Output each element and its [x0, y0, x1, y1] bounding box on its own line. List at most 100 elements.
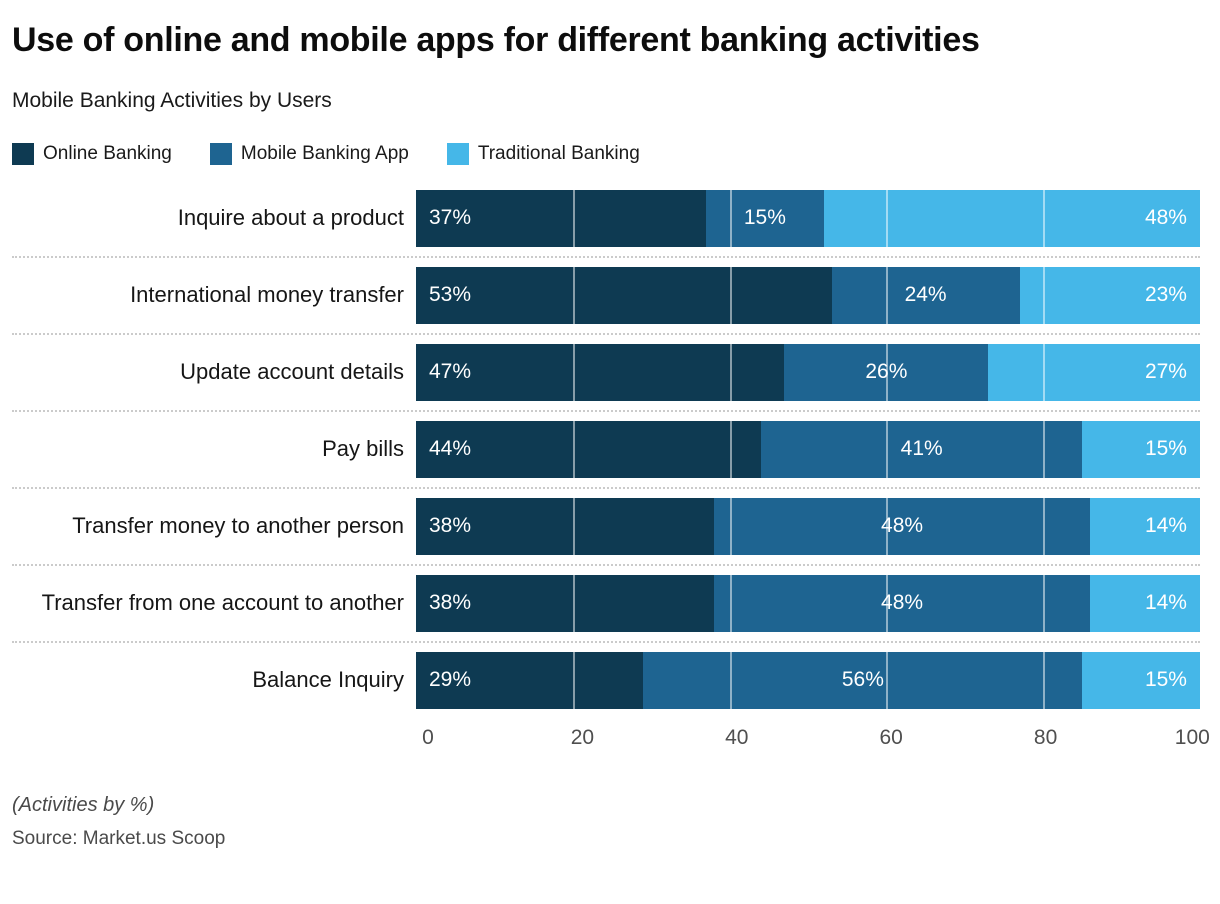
source-credit: Source: Market.us Scoop	[12, 827, 226, 849]
gridline	[886, 420, 889, 478]
bar-value-label: 14%	[1144, 514, 1187, 538]
category-label: Balance Inquiry	[252, 667, 404, 693]
stacked-bar: 44% 41% 15%	[416, 420, 1200, 478]
bar-segment: 38%	[416, 497, 714, 555]
bar-segment: 29%	[416, 651, 644, 709]
bar-segment: 27%	[988, 343, 1200, 401]
category-label: Update account details	[180, 359, 404, 385]
legend-label: Mobile Banking App	[240, 142, 409, 164]
bar-chart: Inquire about a product 37% 15% 48% Internat…	[12, 181, 1200, 718]
stacked-bar: 37% 15% 48%	[416, 189, 1200, 247]
bar-segment: 48%	[713, 497, 1091, 555]
bar-segment: 56%	[643, 651, 1083, 709]
legend-label: Traditional Banking	[477, 142, 640, 164]
gridline	[572, 343, 575, 401]
bar-segment: 14%	[1090, 574, 1200, 632]
gridline	[1043, 651, 1046, 709]
bar-value-label: 53%	[429, 283, 472, 307]
gridline	[572, 574, 575, 632]
bar-value-label: 56%	[841, 668, 884, 692]
bar-value-label: 29%	[429, 668, 472, 692]
x-axis: 0 20 40 60 80 100	[422, 722, 1210, 756]
chart-subtitle: Mobile Banking Activities by Users	[12, 88, 332, 112]
bar-segment: 26%	[784, 343, 989, 401]
bar-row: Transfer from one account to another 38% 4…	[12, 563, 1200, 641]
bar-value-label: 38%	[429, 591, 472, 615]
bar-segment: 15%	[706, 189, 824, 247]
gridline	[886, 574, 889, 632]
stacked-bar: 53% 24% 23%	[416, 266, 1200, 324]
bar-row: Update account details 47% 26% 27%	[12, 332, 1200, 410]
gridline	[1043, 574, 1046, 632]
x-tick-label: 80	[1033, 725, 1058, 749]
bar-value-label: 23%	[1144, 283, 1187, 307]
bar-value-label: 37%	[429, 206, 472, 230]
stacked-bar: 38% 48% 14%	[416, 497, 1200, 555]
stacked-bar: 47% 26% 27%	[416, 343, 1200, 401]
bar-value-label: 15%	[1144, 437, 1187, 461]
bar-row: International money transfer 53% 24% 23%	[12, 255, 1200, 333]
legend-swatch	[446, 142, 469, 165]
bar-row: Inquire about a product 37% 15% 48%	[12, 181, 1200, 256]
bar-value-label: 38%	[429, 514, 472, 538]
gridline	[1043, 343, 1046, 401]
gridline	[729, 343, 732, 401]
bar-value-label: 27%	[1144, 360, 1187, 384]
gridline	[1043, 266, 1046, 324]
gridline	[729, 574, 732, 632]
gridline	[729, 189, 732, 247]
gridline	[729, 651, 732, 709]
stacked-bar: 29% 56% 15%	[416, 651, 1200, 709]
category-label: Transfer money to another person	[72, 513, 404, 539]
bar-segment: 53%	[416, 266, 832, 324]
bar-row: Transfer money to another person 38% 48% 14…	[12, 486, 1200, 564]
bar-value-label: 44%	[429, 437, 472, 461]
bar-segment: 41%	[760, 420, 1083, 478]
legend-item: Online Banking	[12, 142, 172, 165]
legend-item: Traditional Banking	[446, 142, 640, 165]
legend-swatch	[209, 142, 232, 165]
gridline	[1043, 189, 1046, 247]
bar-value-label: 48%	[881, 591, 924, 615]
gridline	[729, 497, 732, 555]
bar-value-label: 48%	[881, 514, 924, 538]
x-tick-label: 20	[570, 725, 595, 749]
bar-segment: 38%	[416, 574, 714, 632]
bar-value-label: 48%	[1144, 206, 1187, 230]
category-label: Pay bills	[322, 436, 404, 462]
bar-segment: 48%	[823, 189, 1200, 247]
x-tick-label: 60	[879, 725, 903, 749]
bar-value-label: 15%	[743, 206, 786, 230]
bar-row: Pay bills 44% 41% 15%	[12, 409, 1200, 487]
chart-title: Use of online and mobile apps for differ…	[12, 21, 980, 59]
category-label: Transfer from one account to another	[41, 590, 404, 616]
gridline	[886, 343, 889, 401]
bar-segment: 37%	[416, 189, 707, 247]
gridline	[886, 189, 889, 247]
chart-container: Use of online and mobile apps for differ…	[12, 21, 1210, 849]
bar-segment: 47%	[416, 343, 785, 401]
category-label: Inquire about a product	[177, 205, 404, 231]
gridline	[729, 420, 732, 478]
bar-value-label: 41%	[900, 437, 943, 461]
gridline	[572, 420, 575, 478]
bar-value-label: 14%	[1144, 591, 1187, 615]
gridline	[572, 189, 575, 247]
legend: Online Banking Mobile Banking App Traditio…	[12, 142, 1200, 165]
category-label: International money transfer	[130, 282, 404, 308]
legend-item: Mobile Banking App	[209, 142, 409, 165]
bar-segment: 15%	[1082, 651, 1200, 709]
gridline	[886, 266, 889, 324]
gridline	[886, 497, 889, 555]
gridline	[886, 651, 889, 709]
gridline	[572, 266, 575, 324]
gridline	[729, 266, 732, 324]
bar-segment: 23%	[1019, 266, 1200, 324]
stacked-bar: 38% 48% 14%	[416, 574, 1200, 632]
axis-note: (Activities by %)	[12, 793, 155, 816]
bar-value-label: 24%	[904, 283, 947, 307]
bar-segment: 14%	[1090, 497, 1200, 555]
x-tick-label: 40	[725, 725, 749, 749]
gridline	[572, 651, 575, 709]
bar-segment: 15%	[1082, 420, 1200, 478]
